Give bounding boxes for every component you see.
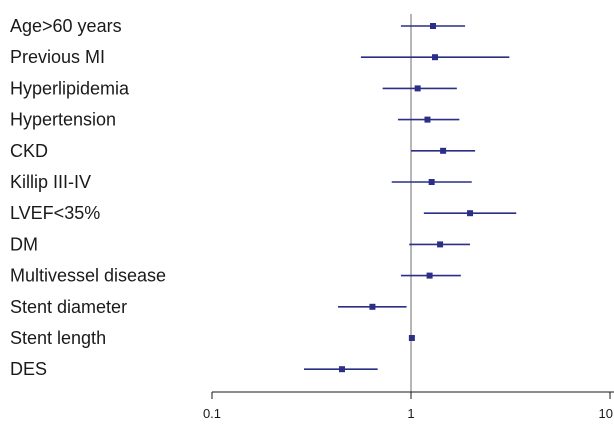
row-label: Stent length: [10, 328, 106, 348]
point-estimate: [437, 241, 444, 248]
row-label: CKD: [10, 141, 48, 161]
row-label: Hypertension: [10, 110, 116, 130]
row-label: DM: [10, 234, 38, 254]
x-tick-label: 1: [407, 406, 414, 421]
row-label: Stent diameter: [10, 297, 127, 317]
row-label: Multivessel disease: [10, 266, 166, 286]
row-label: DES: [10, 359, 47, 379]
point-estimate: [414, 85, 421, 92]
x-axis-ticks: 0.1 1 10: [203, 392, 613, 421]
point-estimate: [408, 335, 415, 341]
x-tick-label: 0.1: [203, 406, 221, 421]
forest-marks: [304, 23, 517, 373]
point-estimate: [426, 272, 433, 279]
point-estimate: [424, 116, 431, 123]
forest-rows: Age>60 years Previous MI Hyperlipidemia Hyp…: [10, 16, 166, 379]
row-label: Age>60 years: [10, 16, 122, 36]
point-estimate: [428, 179, 435, 185]
point-estimate: [430, 23, 437, 29]
row-label: Killip III-IV: [10, 172, 91, 192]
x-tick-label: 10: [599, 406, 613, 421]
point-estimate: [338, 366, 345, 373]
row-label: Previous MI: [10, 47, 105, 67]
row-label: LVEF<35%: [10, 203, 100, 223]
point-estimate: [369, 303, 376, 310]
point-estimate: [431, 54, 438, 61]
point-estimate: [440, 147, 447, 154]
point-estimate: [467, 210, 474, 217]
row-label: Hyperlipidemia: [10, 78, 130, 98]
